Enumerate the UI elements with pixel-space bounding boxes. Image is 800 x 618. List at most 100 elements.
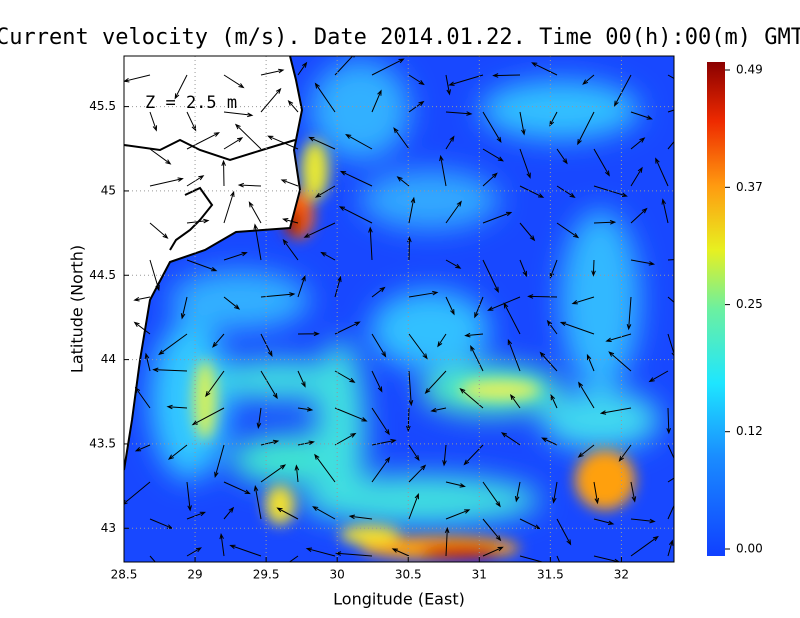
velocity-arrow xyxy=(338,206,373,224)
velocity-arrow xyxy=(514,481,521,503)
velocity-arrow xyxy=(556,185,576,198)
velocity-arrow xyxy=(556,555,561,562)
velocity-arrow xyxy=(667,109,674,113)
velocity-arrow xyxy=(482,546,504,557)
velocity-arrow xyxy=(282,218,299,224)
velocity-arrow xyxy=(666,407,671,435)
velocity-arrow xyxy=(223,296,241,310)
velocity-arrow xyxy=(191,407,225,426)
velocity-arrow xyxy=(408,74,425,86)
velocity-arrow xyxy=(144,352,151,372)
colorbar-tick-label: 0.12 xyxy=(736,424,763,438)
y-axis-label: Latitude (North) xyxy=(68,245,87,373)
velocity-arrow xyxy=(334,407,368,422)
velocity-arrow xyxy=(314,453,336,483)
velocity-arrow xyxy=(248,201,262,224)
velocity-arrow xyxy=(371,89,382,113)
velocity-arrow xyxy=(519,259,527,278)
velocity-arrow xyxy=(546,319,558,335)
velocity-arrow xyxy=(223,190,235,224)
velocity-arrow xyxy=(219,532,225,557)
velocity-arrow xyxy=(667,259,674,261)
coastline xyxy=(124,138,296,162)
velocity-arrow xyxy=(599,407,632,415)
velocity-arrow xyxy=(294,464,300,483)
velocity-arrow xyxy=(667,504,674,520)
ticks: 28.5 29 29.5 30 30.5 31 31.5 32 43 43.5 44 44.5 45 45… xyxy=(89,63,762,582)
velocity-arrow xyxy=(442,444,447,467)
colorbar-tick-label: 0.00 xyxy=(736,542,763,556)
velocity-arrow xyxy=(500,432,521,446)
velocity-arrow xyxy=(482,172,498,187)
velocity-arrow xyxy=(630,111,653,120)
velocity-arrow xyxy=(280,179,299,187)
y-tick-label: 43 xyxy=(101,521,116,535)
velocity-arrow xyxy=(430,407,447,413)
velocity-arrow xyxy=(507,338,521,372)
velocity-arrow xyxy=(667,444,674,460)
velocity-arrow xyxy=(267,135,299,150)
velocity-arrow xyxy=(445,74,451,96)
velocity-arrow xyxy=(556,518,572,546)
x-tick-label: 32 xyxy=(614,568,629,582)
velocity-arrow xyxy=(406,407,411,433)
velocity-arrow xyxy=(149,177,184,187)
x-tick-label: 29 xyxy=(187,568,202,582)
velocity-arrow xyxy=(464,332,484,338)
velocity-arrow xyxy=(503,302,521,335)
colorbar xyxy=(707,62,725,556)
velocity-arrow xyxy=(630,259,656,266)
velocity-arrow xyxy=(559,321,595,335)
velocity-arrow xyxy=(260,439,280,446)
velocity-arrow xyxy=(334,56,355,76)
colorbar-tick-label: 0.25 xyxy=(736,297,763,311)
velocity-arrow xyxy=(253,485,262,520)
velocity-arrow xyxy=(237,182,262,188)
velocity-arrow xyxy=(667,477,674,483)
velocity-arrow xyxy=(260,68,285,76)
velocity-arrow xyxy=(527,294,558,299)
velocity-arrow xyxy=(519,555,551,562)
velocity-arrow xyxy=(371,438,397,446)
velocity-arrow xyxy=(552,481,558,504)
velocity-arrow xyxy=(223,74,245,89)
velocity-arrow xyxy=(221,159,226,187)
velocity-arrow xyxy=(571,296,595,305)
velocity-arrow xyxy=(186,481,192,512)
velocity-arrow xyxy=(408,464,427,483)
velocity-arrow xyxy=(166,404,188,410)
velocity-arrow xyxy=(470,345,484,372)
velocity-arrow xyxy=(371,456,391,483)
velocity-arrow xyxy=(492,73,521,78)
velocity-arrow xyxy=(149,111,158,132)
velocity-arrow xyxy=(482,518,502,542)
velocity-arrow xyxy=(297,440,315,446)
velocity-arrow xyxy=(334,275,342,298)
velocity-arrow xyxy=(630,481,637,503)
velocity-arrow xyxy=(556,148,568,165)
velocity-arrow xyxy=(591,259,596,277)
velocity-arrow xyxy=(667,74,674,80)
velocity-arrow xyxy=(661,198,669,224)
velocity-arrow xyxy=(152,367,188,373)
velocity-arrow xyxy=(260,464,287,483)
velocity-arrow xyxy=(519,111,526,136)
land xyxy=(124,56,302,470)
y-tick-label: 44 xyxy=(101,352,116,366)
velocity-arrow xyxy=(549,111,558,127)
velocity-arrow xyxy=(482,481,501,508)
velocity-arrow xyxy=(348,514,373,520)
velocity-arrow xyxy=(667,539,674,557)
y-tick-label: 45.5 xyxy=(89,99,116,113)
velocity-arrow xyxy=(305,547,336,557)
velocity-arrow xyxy=(308,136,336,150)
velocity-arrow xyxy=(149,148,172,165)
x-axis-label: Longitude (East) xyxy=(333,590,465,609)
velocity-arrow xyxy=(276,507,299,520)
velocity-arrow xyxy=(630,166,643,187)
velocity-arrow xyxy=(212,333,225,348)
velocity-arrow xyxy=(180,296,188,320)
velocity-arrow xyxy=(482,259,499,293)
y-tick-label: 43.5 xyxy=(89,436,116,450)
x-tick-label: 31 xyxy=(472,568,487,582)
